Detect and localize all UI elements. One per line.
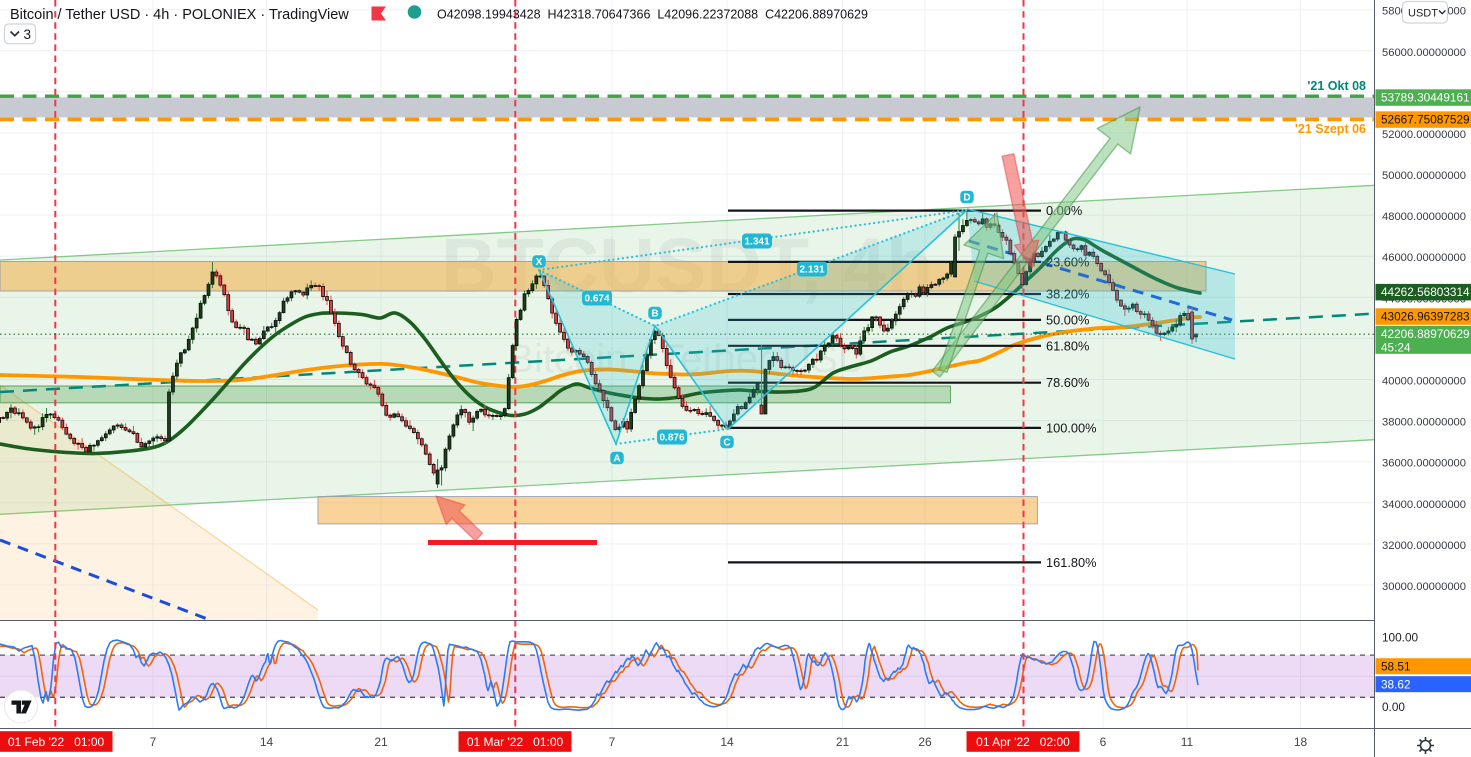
- svg-text:38.20%: 38.20%: [1046, 287, 1089, 302]
- svg-text:58.51: 58.51: [1381, 659, 1411, 673]
- svg-text:100.00: 100.00: [1382, 630, 1419, 644]
- svg-text:50000.00000000: 50000.00000000: [1382, 170, 1466, 182]
- svg-text:X: X: [536, 257, 543, 268]
- svg-text:43026.96397283: 43026.96397283: [1381, 310, 1470, 324]
- svg-text:01 Apr '22 02:00: 01 Apr '22 02:00: [976, 735, 1070, 749]
- svg-text:78.60%: 78.60%: [1046, 375, 1089, 390]
- svg-text:11: 11: [1181, 735, 1194, 749]
- svg-text:23.60%: 23.60%: [1046, 254, 1089, 269]
- svg-text:45:24: 45:24: [1381, 340, 1411, 354]
- svg-text:40000.00000000: 40000.00000000: [1382, 376, 1466, 388]
- svg-text:'21 Szept 06: '21 Szept 06: [1295, 122, 1366, 136]
- svg-text:0.00: 0.00: [1382, 700, 1405, 714]
- svg-text:44262.56803314: 44262.56803314: [1381, 285, 1470, 299]
- svg-text:7: 7: [150, 735, 157, 749]
- svg-text:A: A: [613, 454, 620, 465]
- svg-text:21: 21: [374, 735, 388, 749]
- svg-text:D: D: [963, 193, 970, 204]
- svg-text:26: 26: [918, 735, 932, 749]
- svg-text:Bitcoin / Tether USD · 4h · PO: Bitcoin / Tether USD · 4h · POLONIEX · T…: [10, 7, 349, 23]
- svg-text:6: 6: [1100, 735, 1107, 749]
- svg-text:38.62: 38.62: [1381, 677, 1411, 691]
- svg-text:161.80%: 161.80%: [1046, 555, 1097, 570]
- svg-text:46000.00000000: 46000.00000000: [1382, 252, 1466, 264]
- svg-text:32000.00000000: 32000.00000000: [1382, 540, 1466, 552]
- svg-text:0.674: 0.674: [584, 294, 609, 305]
- svg-text:50.00%: 50.00%: [1046, 312, 1089, 327]
- svg-text:7: 7: [609, 735, 616, 749]
- svg-text:36000.00000000: 36000.00000000: [1382, 458, 1466, 470]
- svg-text:O42098.19943428 H42318.706473: O42098.19943428 H42318.70647366 L42096.2…: [437, 8, 868, 22]
- svg-text:61.80%: 61.80%: [1046, 338, 1089, 353]
- svg-text:56000.00000000: 56000.00000000: [1382, 47, 1466, 59]
- svg-text:B: B: [651, 309, 658, 320]
- svg-text:53789.30449161: 53789.30449161: [1381, 91, 1470, 105]
- svg-text:100.00%: 100.00%: [1046, 420, 1097, 435]
- svg-text:14: 14: [260, 735, 274, 749]
- svg-text:1.341: 1.341: [744, 237, 769, 248]
- svg-text:18: 18: [1294, 735, 1308, 749]
- svg-text:14: 14: [720, 735, 734, 749]
- svg-text:2.131: 2.131: [799, 265, 824, 276]
- svg-text:0.876: 0.876: [659, 433, 684, 444]
- svg-text:52667.75087529: 52667.75087529: [1381, 113, 1470, 127]
- svg-text:48000.00000000: 48000.00000000: [1382, 211, 1466, 223]
- svg-text:C: C: [723, 438, 730, 449]
- svg-text:30000.00000000: 30000.00000000: [1382, 581, 1466, 593]
- svg-text:38000.00000000: 38000.00000000: [1382, 417, 1466, 429]
- svg-text:21: 21: [836, 735, 850, 749]
- svg-text:USDT: USDT: [1408, 8, 1438, 20]
- svg-text:52000.00000000: 52000.00000000: [1382, 129, 1466, 141]
- svg-text:42206.88970629: 42206.88970629: [1381, 327, 1470, 341]
- svg-text:01 Feb '22 01:00: 01 Feb '22 01:00: [8, 735, 105, 749]
- svg-text:3: 3: [24, 27, 32, 42]
- svg-text:'21 Okt 08: '21 Okt 08: [1307, 79, 1366, 93]
- svg-text:34000.00000000: 34000.00000000: [1382, 499, 1466, 511]
- svg-text:01 Mar '22 01:00: 01 Mar '22 01:00: [467, 735, 564, 749]
